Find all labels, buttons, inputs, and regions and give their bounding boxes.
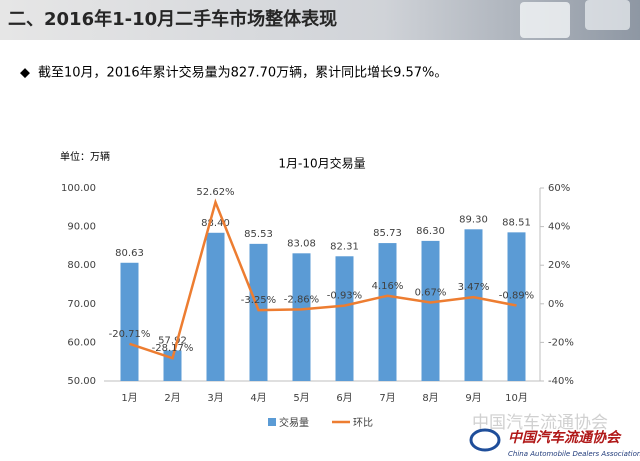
x-tick-label: 6月	[336, 392, 352, 404]
watermark: 中国汽车流通协会	[472, 413, 608, 433]
y2-tick-label: 60%	[548, 183, 570, 194]
line-value-label: 4.16%	[372, 281, 404, 292]
footer-logo: 中国汽车流通协会	[508, 429, 622, 446]
header-deco	[585, 0, 630, 30]
y-tick-label: 90.00	[67, 222, 96, 233]
y-tick-label: 70.00	[67, 299, 96, 310]
header-title: 二、2016年1-10月二手车市场整体表现	[8, 8, 337, 30]
line	[129, 198, 517, 360]
line-value-label: -3.25%	[241, 295, 276, 306]
bar	[421, 240, 440, 381]
y-tick-label: 60.00	[67, 337, 96, 348]
y2-tick-label: -20%	[548, 337, 574, 348]
logo-icon	[469, 428, 501, 452]
footer-logo-en: China Automobile Dealers Association	[508, 450, 640, 458]
bar	[206, 232, 225, 381]
bar-value-label: 88.40	[201, 218, 230, 229]
bar	[120, 262, 139, 381]
x-tick-label: 9月	[465, 392, 481, 404]
y2-tick-label: -40%	[548, 376, 574, 387]
x-tick-label: 10月	[505, 392, 528, 404]
line-value-label: -0.93%	[327, 291, 362, 302]
x-tick-label: 1月	[121, 392, 137, 404]
line-value-label: -0.89%	[499, 291, 534, 302]
bar	[335, 256, 354, 381]
bullet-text: 截至10月，2016年累计交易量为827.70万辆，累计同比增长9.57%。	[38, 65, 447, 81]
x-tick-label: 3月	[207, 392, 223, 404]
y2-tick-label: 20%	[548, 260, 570, 271]
x-tick-label: 5月	[293, 392, 309, 404]
legend-label: 交易量	[279, 416, 309, 429]
line-value-label: 3.47%	[458, 282, 490, 293]
bar-value-label: 85.73	[373, 228, 402, 239]
x-tick-label: 8月	[422, 392, 438, 404]
bar	[292, 253, 311, 381]
chart-title: 1月-10月交易量	[278, 156, 365, 171]
y-tick-label: 100.00	[61, 183, 96, 194]
bar	[507, 232, 526, 381]
line-value-label: 52.62%	[196, 187, 234, 198]
bar-value-label: 86.30	[416, 226, 445, 237]
line-value-label: -20.71%	[109, 329, 151, 340]
bar-value-label: 83.08	[287, 238, 316, 249]
y-tick-label: 80.00	[67, 260, 96, 271]
bar	[378, 243, 397, 381]
y2-tick-label: 0%	[548, 299, 564, 310]
bar-value-label: 57.92	[158, 335, 187, 346]
y-tick-label: 50.00	[67, 376, 96, 387]
line-value-label: 0.67%	[415, 288, 447, 299]
x-tick-label: 2月	[164, 392, 180, 404]
line-value-label: -2.86%	[284, 294, 319, 305]
bar	[163, 350, 182, 381]
bullet-mark: ◆	[20, 66, 30, 81]
bar-value-label: 82.31	[330, 241, 359, 252]
legend-label: 环比	[353, 417, 373, 429]
bar	[249, 243, 268, 381]
bar-value-label: 80.63	[115, 248, 144, 259]
bar-value-label: 89.30	[459, 214, 488, 225]
bar-value-label: 88.51	[502, 217, 531, 228]
bar	[464, 229, 483, 381]
header-deco	[520, 2, 570, 38]
x-tick-label: 7月	[379, 392, 395, 404]
bar-value-label: 85.53	[244, 229, 273, 240]
x-tick-label: 4月	[250, 392, 266, 404]
unit-label: 单位：万辆	[60, 150, 110, 163]
line-value-label: -28.17%	[152, 343, 194, 354]
legend-swatch	[268, 418, 276, 426]
y2-tick-label: 40%	[548, 222, 570, 233]
